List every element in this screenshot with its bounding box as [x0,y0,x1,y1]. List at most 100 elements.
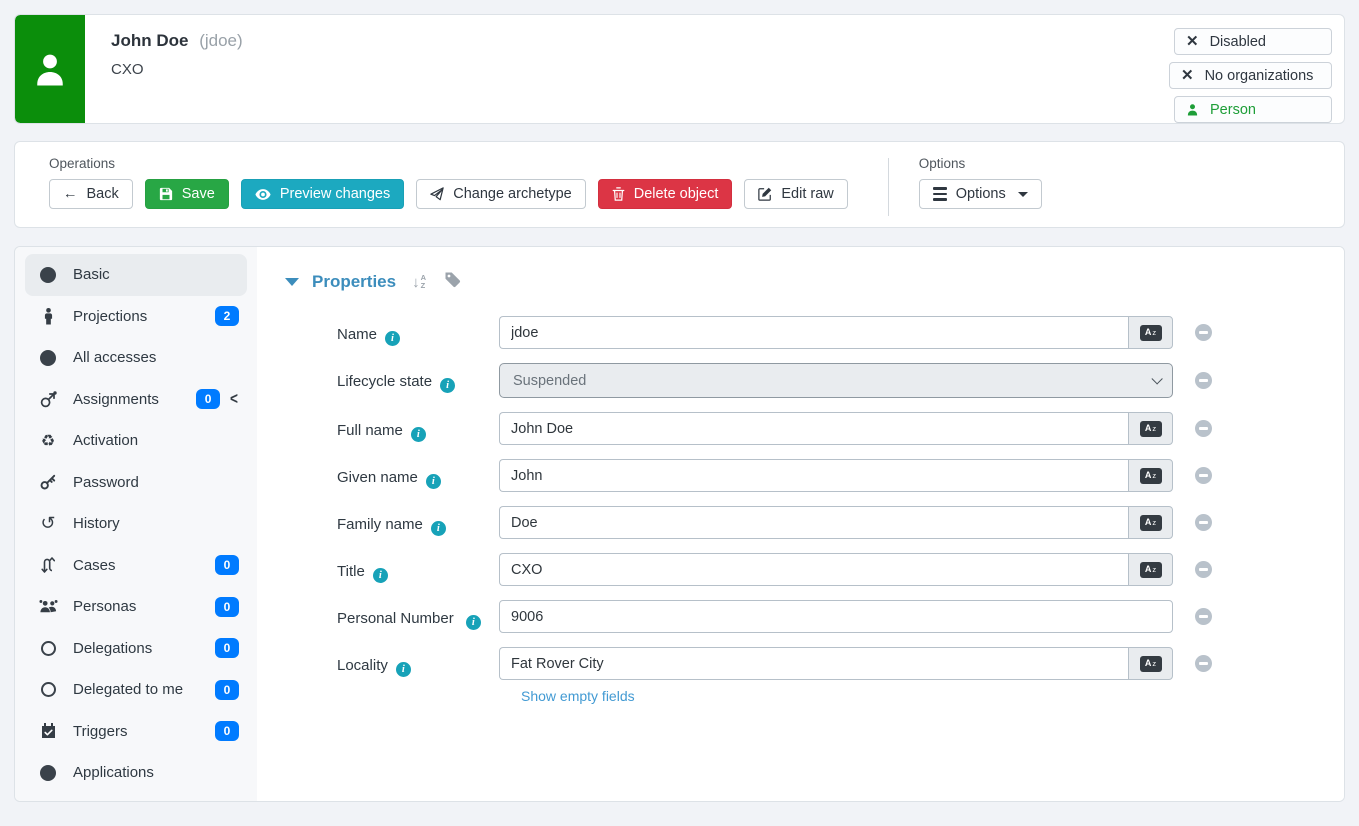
key-icon [40,475,56,490]
sidebar-item-label: Cases [73,556,116,574]
object-summary-panel: John Doe (jdoe) CXO ✕ Disabled ✕ No orga… [14,14,1345,124]
history-icon: ↺ [40,513,56,534]
delete-object-button[interactable]: Delete object [597,179,733,209]
user-display-name: John Doe [111,31,189,50]
remove-value-button[interactable] [1195,324,1212,341]
arrow-left-icon: ← [63,186,78,202]
remove-value-button[interactable] [1195,420,1212,437]
user-avatar [15,15,85,123]
info-icon[interactable]: i [385,331,401,346]
info-icon[interactable]: i [372,568,388,583]
field-label: Personal Number i [337,600,487,630]
count-badge: 2 [215,306,239,327]
sidebar-item-label: Projections [73,307,148,325]
sidebar-item-history[interactable]: ↺ History [25,503,247,545]
person-icon [44,307,52,325]
tag-icon[interactable] [444,271,461,293]
field-label: Title i [337,553,487,583]
sidebar-item-label: Delegated to me [73,681,184,699]
x-icon: ✕ [1181,67,1194,84]
sidebar-item-label: Activation [73,432,139,450]
sidebar-item-label: All accesses [73,349,157,367]
edit-icon [758,187,772,201]
sidebar-item-all-accesses[interactable]: All accesses [25,337,247,379]
count-badge: 0 [215,555,239,576]
assignment-icon [40,391,57,407]
save-icon [159,187,172,201]
object-details-panel: Basic Projections 2 All accesses Assignm… [14,246,1345,802]
full-name-input[interactable] [499,412,1128,445]
sidebar-item-personas[interactable]: Personas 0 [25,586,247,628]
name-input[interactable] [499,316,1128,349]
field-label: Full name i [337,412,487,442]
info-icon[interactable]: i [410,427,426,442]
circle-outline-icon [40,682,56,698]
sidebar-item-cases[interactable]: Cases 0 [25,545,247,587]
remove-value-button[interactable] [1195,655,1212,672]
selected-option: Suspended [513,372,587,389]
change-archetype-button[interactable]: Change archetype [416,179,586,209]
remove-value-button[interactable] [1195,372,1212,389]
given-name-input[interactable] [499,459,1128,492]
locality-input[interactable] [499,647,1128,680]
circle-icon [40,349,56,366]
sidebar-item-projections[interactable]: Projections 2 [25,296,247,338]
sidebar-item-password[interactable]: Password [25,462,247,504]
sidebar-item-activation[interactable]: ♻ Activation [25,420,247,462]
chevron-left-icon[interactable]: < [230,389,239,409]
personal-number-input[interactable] [499,600,1173,633]
remove-value-button[interactable] [1195,467,1212,484]
case-flow-icon [41,557,55,574]
info-icon[interactable]: i [430,521,446,536]
operations-toolbar: Operations ← Back Save Preview changes C… [14,141,1345,228]
remove-value-button[interactable] [1195,514,1212,531]
details-navigation: Basic Projections 2 All accesses Assignm… [15,247,257,801]
remove-value-button[interactable] [1195,608,1212,625]
operations-label: Operations [49,156,116,171]
remove-value-button[interactable] [1195,561,1212,578]
person-icon [1187,104,1198,116]
circle-icon [40,266,56,283]
field-label: Given name i [337,459,487,489]
sidebar-item-delegations[interactable]: Delegations 0 [25,628,247,670]
sidebar-item-label: Password [73,473,139,491]
info-icon[interactable]: i [425,474,441,489]
info-icon[interactable]: i [465,615,481,630]
properties-title: Properties [312,272,397,291]
count-badge: 0 [215,679,239,700]
sidebar-item-delegated-to-me[interactable]: Delegated to me 0 [25,669,247,711]
options-dropdown-button[interactable]: Options [918,179,1042,209]
back-button[interactable]: ← Back [49,179,133,209]
collapse-caret-icon[interactable] [285,278,299,286]
sidebar-item-triggers[interactable]: Triggers 0 [25,711,247,753]
sidebar-item-basic[interactable]: Basic [25,254,247,296]
info-icon[interactable]: i [440,378,456,393]
save-button[interactable]: Save [144,179,229,209]
status-badge-label: Disabled [1209,33,1266,50]
family-name-input[interactable] [499,506,1128,539]
chevron-down-icon [1151,372,1163,385]
sidebar-item-assignments[interactable]: Assignments 0 < [25,379,247,421]
paper-plane-icon [430,187,444,201]
property-row-personal-number: Personal Number i [271,600,1344,633]
show-empty-fields-link[interactable]: Show empty fields [521,688,635,704]
edit-raw-button[interactable]: Edit raw [744,179,848,209]
info-icon[interactable]: i [395,662,411,677]
preview-changes-button[interactable]: Preview changes [240,179,405,209]
lifecycle-state-select[interactable]: Suspended [499,363,1173,398]
status-badge-label: No organizations [1204,67,1314,84]
sidebar-item-applications[interactable]: Applications [25,752,247,794]
title-input[interactable] [499,553,1128,586]
